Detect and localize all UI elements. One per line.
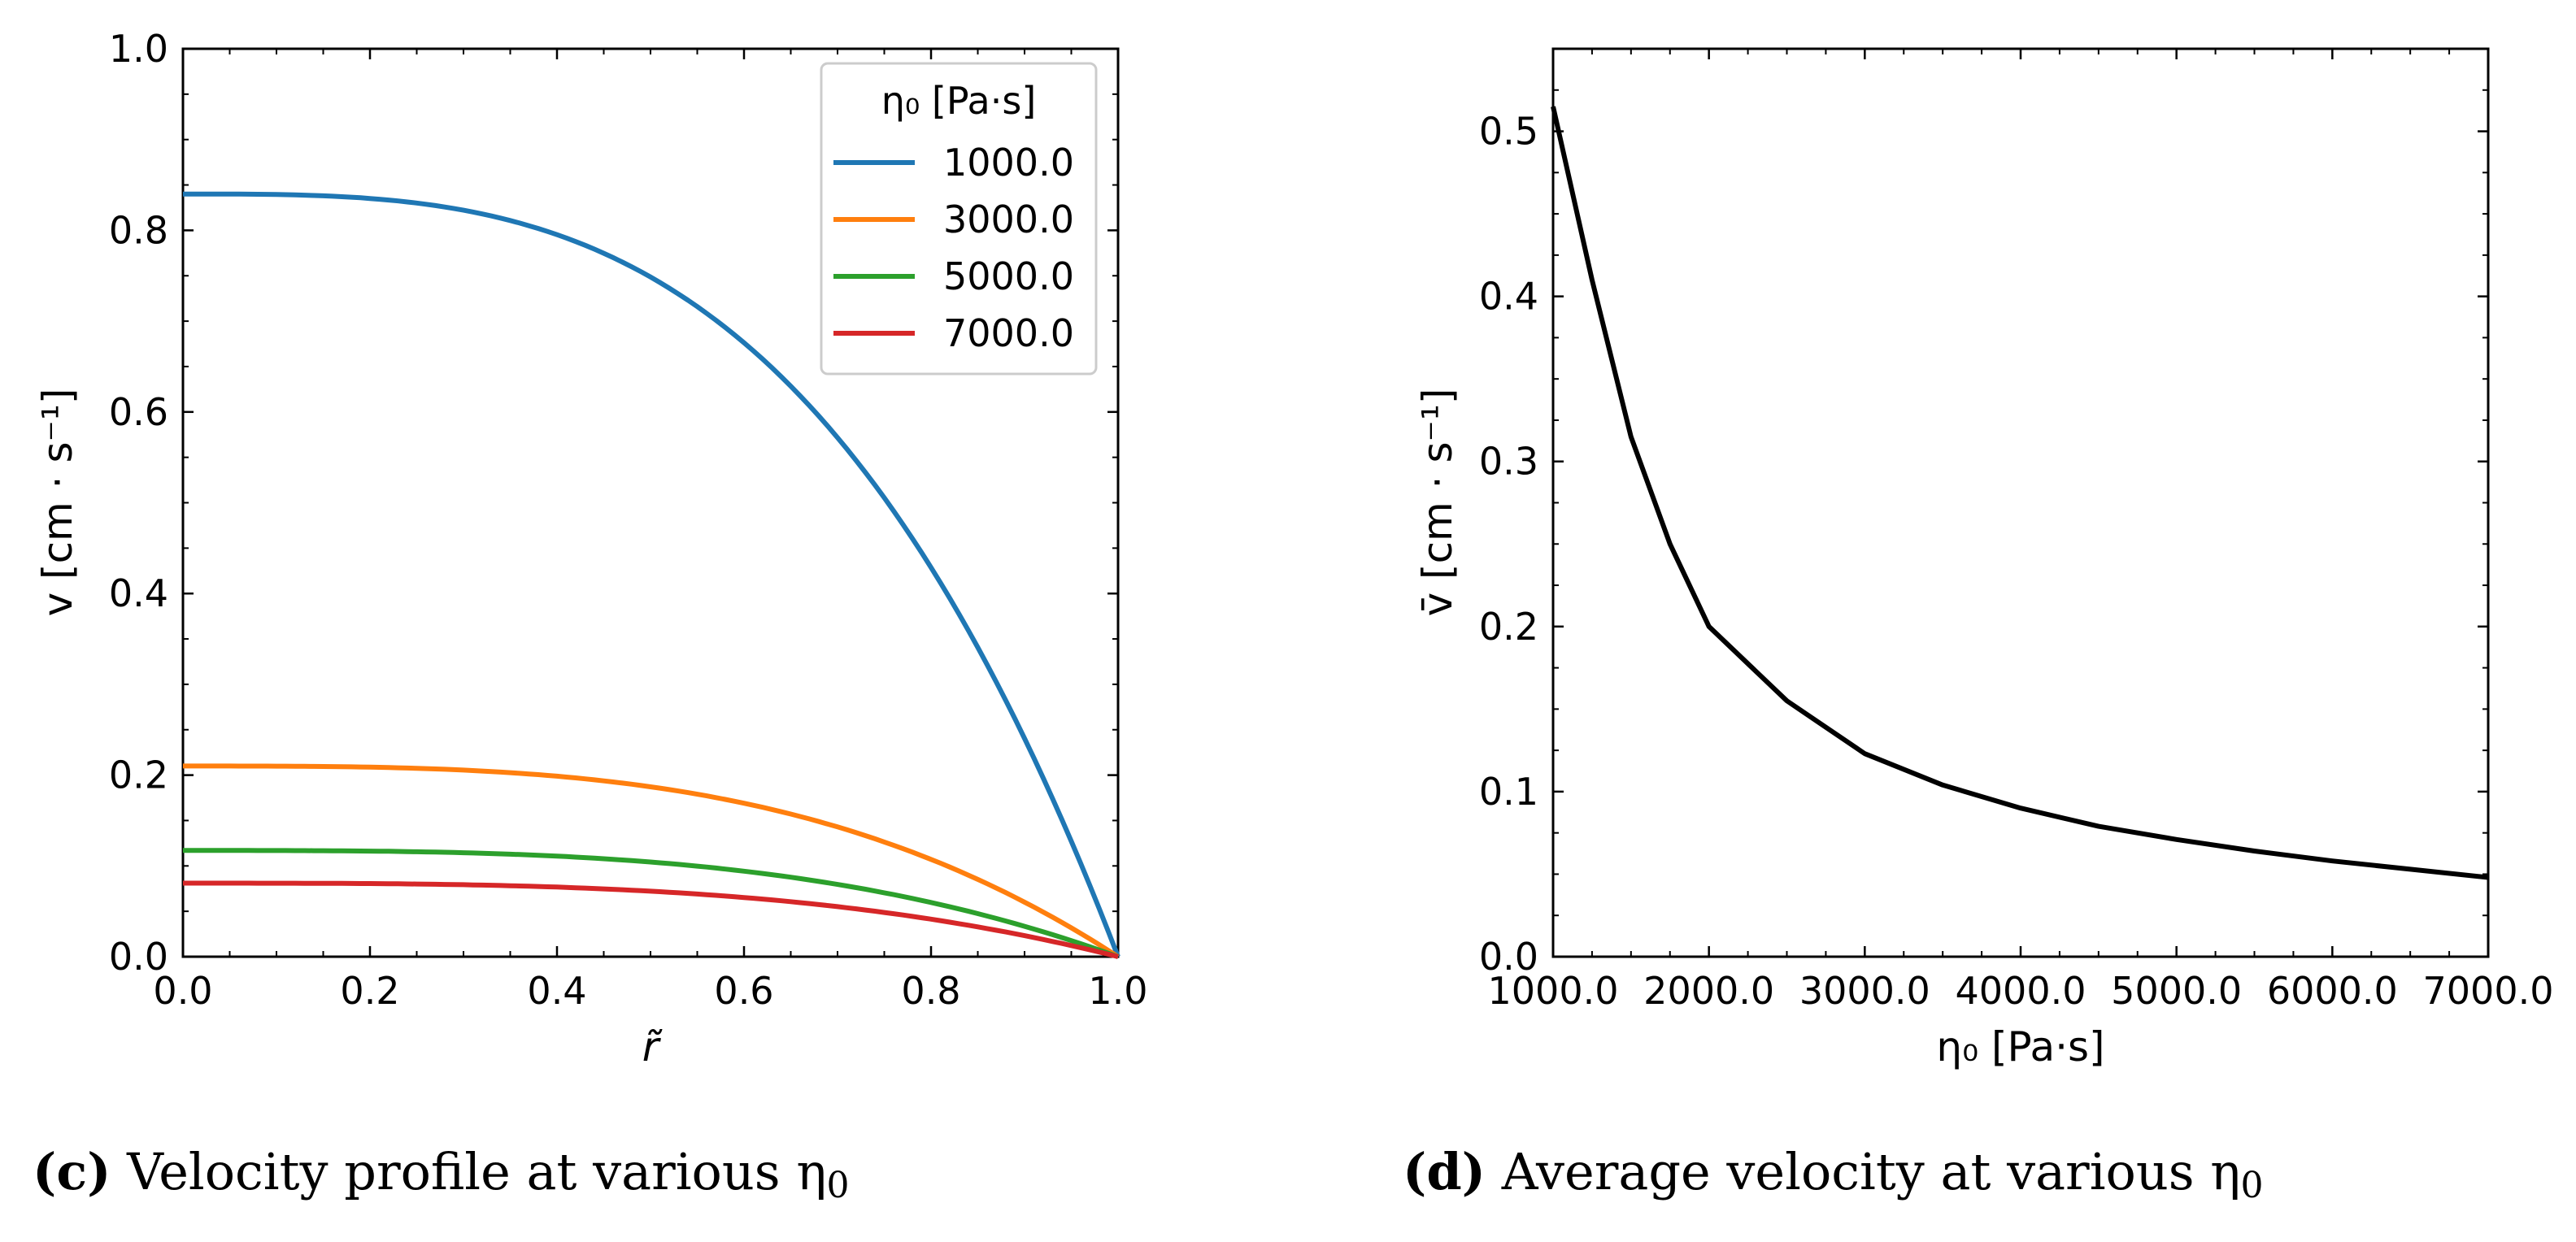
average-velocity-y-tick-label: 0.2: [1479, 605, 1538, 649]
average-velocity-y-tick-label: 0.5: [1479, 110, 1538, 154]
caption-c-label: (c): [33, 1142, 111, 1201]
caption-c-subscript: 0: [826, 1165, 850, 1206]
legend-title: η₀ [Pa·s]: [881, 79, 1037, 123]
average-velocity-x-tick-label: 4000.0: [1956, 969, 2086, 1013]
average-velocity-x-tick-label: 2000.0: [1643, 969, 1774, 1013]
velocity-profile-x-tick-label: 0.8: [901, 969, 960, 1013]
legend-label-5000.0: 5000.0: [943, 254, 1074, 298]
velocity-profile-x-tick-label: 0.0: [153, 969, 212, 1013]
velocity-profile-y-label: v [cm · s⁻¹]: [34, 389, 81, 617]
average-velocity-x-tick-label: 1000.0: [1488, 969, 1619, 1013]
average-velocity-x-tick-label: 3000.0: [1799, 969, 1930, 1013]
average-velocity-x-label: η₀ [Pa·s]: [1936, 1023, 2104, 1070]
velocity-profile-x-label: r̃: [642, 1023, 664, 1070]
velocity-profile-x-tick-label: 0.2: [340, 969, 399, 1013]
average-velocity-y-tick-label: 0.0: [1479, 935, 1538, 979]
average-velocity-y-tick-label: 0.4: [1479, 275, 1538, 319]
caption-c-text: Velocity profile at various η: [111, 1142, 827, 1201]
series-line-3000.0: [183, 763, 1120, 959]
velocity-profile-lines: [183, 191, 1120, 959]
velocity-profile-y-tick-label: 0.8: [109, 208, 168, 252]
average-velocity-plot-frame: [1551, 47, 2490, 958]
average-velocity-x-tick-label: 5000.0: [2111, 969, 2242, 1013]
caption-d-text: Average velocity at various η: [1486, 1142, 2241, 1201]
velocity-profile-y-tick-label: 0.6: [109, 390, 168, 434]
velocity-profile-y-tick-label: 0.4: [109, 571, 168, 615]
legend-frame: [820, 62, 1098, 376]
legend-label-3000.0: 3000.0: [943, 198, 1074, 241]
average-velocity-chart: 1000.0 2000.0 3000.0 4000.0 5000.0 6000.0 7000…: [1414, 47, 2554, 1070]
velocity-profile-y-tick-label: 1.0: [109, 27, 168, 71]
velocity-profile-y-tick-label: 0.0: [109, 935, 168, 979]
velocity-profile-x-tick-label: 1.0: [1088, 969, 1147, 1013]
velocity-profile-ticks: 0.0 0.2 0.4 0.6 0.8 1.0 0.0 0.2 0.4 0.6 0.8 1.0: [109, 27, 1148, 1013]
legend-label-7000.0: 7000.0: [943, 311, 1074, 355]
legend-label-1000.0: 1000.0: [943, 141, 1074, 185]
caption-d-label: (d): [1403, 1142, 1486, 1201]
series-line-7000.0: [183, 880, 1119, 959]
average-velocity-lines: [1551, 106, 2489, 880]
velocity-profile-chart: 0.0 0.2 0.4 0.6 0.8 1.00.00.20.40.60.81.0 r̃ …: [34, 27, 1148, 1070]
average-velocity-y-tick-label: 0.1: [1479, 770, 1538, 814]
caption-d: (d) Average velocity at various η0: [1403, 1142, 2263, 1206]
velocity-profile-y-tick-label: 0.2: [109, 753, 168, 797]
legend-items: 1000.0 3000.0 5000.0 7000.0: [833, 141, 1074, 355]
velocity-profile-legend: η₀ [Pa·s] 1000.0 3000.0 5000.0 7000.0: [820, 62, 1098, 376]
average-velocity-y-tick-label: 0.3: [1479, 440, 1538, 484]
caption-d-subscript: 0: [2240, 1165, 2264, 1206]
average-velocity-x-tick-label: 7000.0: [2423, 969, 2554, 1013]
average-velocity-x-tick-label: 6000.0: [2267, 969, 2398, 1013]
average-velocity-ticks: 1000.0 2000.0 3000.0 4000.0 5000.0 6000.0 7000…: [1479, 49, 2554, 1013]
velocity-profile-x-tick-label: 0.4: [527, 969, 586, 1013]
caption-c: (c) Velocity profile at various η0: [33, 1142, 849, 1206]
series-line-5000.0: [183, 848, 1120, 959]
average-velocity-line: [1551, 106, 2489, 880]
average-velocity-y-label: v̄ [cm · s⁻¹]: [1414, 389, 1461, 617]
series-line-1000.0: [183, 191, 1120, 958]
velocity-profile-x-tick-label: 0.6: [714, 969, 773, 1013]
